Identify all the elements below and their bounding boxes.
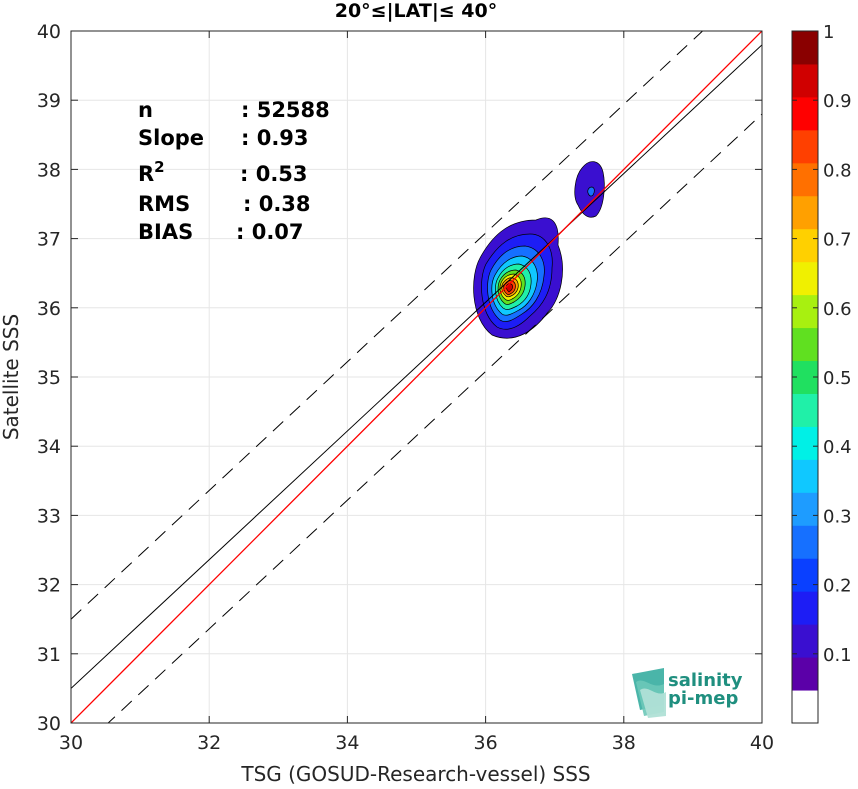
stat-value-3: : 0.38 — [243, 192, 311, 216]
colorbar-segment-11 — [792, 327, 818, 362]
colorbar-segment-17 — [792, 129, 818, 164]
logo-line-2: pi-mep — [668, 688, 738, 709]
colorbar-tick-label-9: 1 — [823, 22, 834, 43]
y-tick-label-9: 39 — [37, 90, 61, 112]
stat-value-0: : 52588 — [241, 98, 330, 122]
colorbar-tick-label-7: 0.8 — [823, 160, 852, 181]
stat-value-4: : 0.07 — [236, 220, 304, 244]
y-tick-label-6: 36 — [37, 298, 61, 320]
chart-title: 20°≤|LAT|≤ 40° — [335, 0, 498, 22]
stat-label-3: RMS — [138, 192, 190, 216]
y-axis-label: Satellite SSS — [0, 314, 23, 440]
stat-label-4: BIAS — [138, 220, 193, 244]
y-tick-labels: 30 31 32 33 34 35 36 37 38 39 40 — [37, 21, 61, 735]
y-tick-label-10: 40 — [37, 21, 61, 43]
x-tick-label-4: 38 — [612, 732, 636, 754]
colorbar-tick-label-3: 0.4 — [823, 437, 852, 458]
colorbar-segment-12 — [792, 294, 818, 329]
y-tick-label-0: 30 — [37, 713, 61, 735]
colorbar-segment-13 — [792, 261, 818, 296]
colorbar-tick-label-5: 0.6 — [823, 299, 852, 320]
logo-line-1: salinity — [668, 670, 743, 691]
statistics-panel: n : 52588 Slope : 0.93 R2 : 0.53 RMS : 0.38 BIAS… — [138, 98, 330, 244]
y-tick-label-5: 35 — [37, 367, 61, 389]
x-tick-label-3: 36 — [474, 732, 498, 754]
colorbar-segment-19 — [792, 63, 818, 98]
x-tick-label-5: 40 — [750, 732, 774, 754]
colorbar-segment-9 — [792, 393, 818, 427]
y-tick-label-7: 37 — [37, 229, 61, 251]
colorbar-tick-label-1: 0.2 — [823, 576, 852, 597]
colorbar-segment-0 — [792, 690, 818, 724]
colorbar-segment-7 — [792, 459, 818, 493]
x-tick-label-2: 34 — [335, 732, 359, 754]
y-tick-label-3: 33 — [37, 505, 61, 527]
colorbar-segment-2 — [792, 624, 818, 658]
y-tick-label-8: 38 — [37, 159, 61, 181]
y-tick-label-2: 32 — [37, 575, 61, 597]
y-tick-label-4: 34 — [37, 436, 61, 458]
colorbar-tick-label-2: 0.3 — [823, 506, 852, 527]
x-tick-label-0: 30 — [59, 732, 83, 754]
colorbar-segment-5 — [792, 525, 818, 559]
stat-label-2: R2 — [138, 158, 165, 186]
regression-lines — [71, 31, 762, 723]
waves-icon — [632, 668, 666, 718]
contour-secondary-inner — [587, 186, 595, 197]
grid-lines — [71, 31, 762, 723]
density-contours — [473, 161, 605, 339]
colorbar: 0.1 0.2 0.3 0.4 0.5 0.6 0.7 0.8 0.9 1 — [791, 22, 852, 724]
x-tick-labels: 30 32 34 36 38 40 — [59, 732, 774, 754]
colorbar-segment-14 — [792, 228, 818, 263]
x-tick-label-1: 32 — [197, 732, 221, 754]
axis-ticks — [70, 30, 763, 724]
fit-line — [71, 44, 762, 689]
identity-line — [71, 31, 762, 723]
colorbar-segment-18 — [792, 96, 818, 131]
fit-upper-dashed-line — [71, 31, 704, 620]
salinity-pi-mep-logo: salinity pi-mep — [632, 668, 743, 718]
colorbar-tick-label-6: 0.7 — [823, 230, 852, 251]
colorbar-segment-20 — [792, 31, 818, 65]
stat-value-1: : 0.93 — [241, 126, 309, 150]
colorbar-segment-16 — [792, 162, 818, 197]
stat-label-superscript: 2 — [154, 158, 164, 176]
colorbar-segment-3 — [792, 591, 818, 625]
colorbar-segment-8 — [792, 426, 818, 460]
colorbar-segment-4 — [792, 558, 818, 592]
colorbar-tick-label-8: 0.9 — [823, 91, 852, 112]
colorbar-segment-6 — [792, 492, 818, 526]
y-tick-label-1: 31 — [37, 644, 61, 666]
colorbar-segment-1 — [792, 657, 818, 691]
fit-lower-dashed-line — [107, 113, 762, 723]
stat-label-1: Slope — [138, 126, 204, 150]
stat-value-2: : 0.53 — [240, 162, 308, 186]
stat-label-0: n — [138, 98, 153, 122]
x-axis-label: TSG (GOSUD-Research-vessel) SSS — [240, 762, 590, 786]
colorbar-tick-label-4: 0.5 — [823, 368, 852, 389]
colorbar-segment-15 — [792, 195, 818, 230]
colorbar-tick-label-0: 0.1 — [823, 645, 852, 666]
